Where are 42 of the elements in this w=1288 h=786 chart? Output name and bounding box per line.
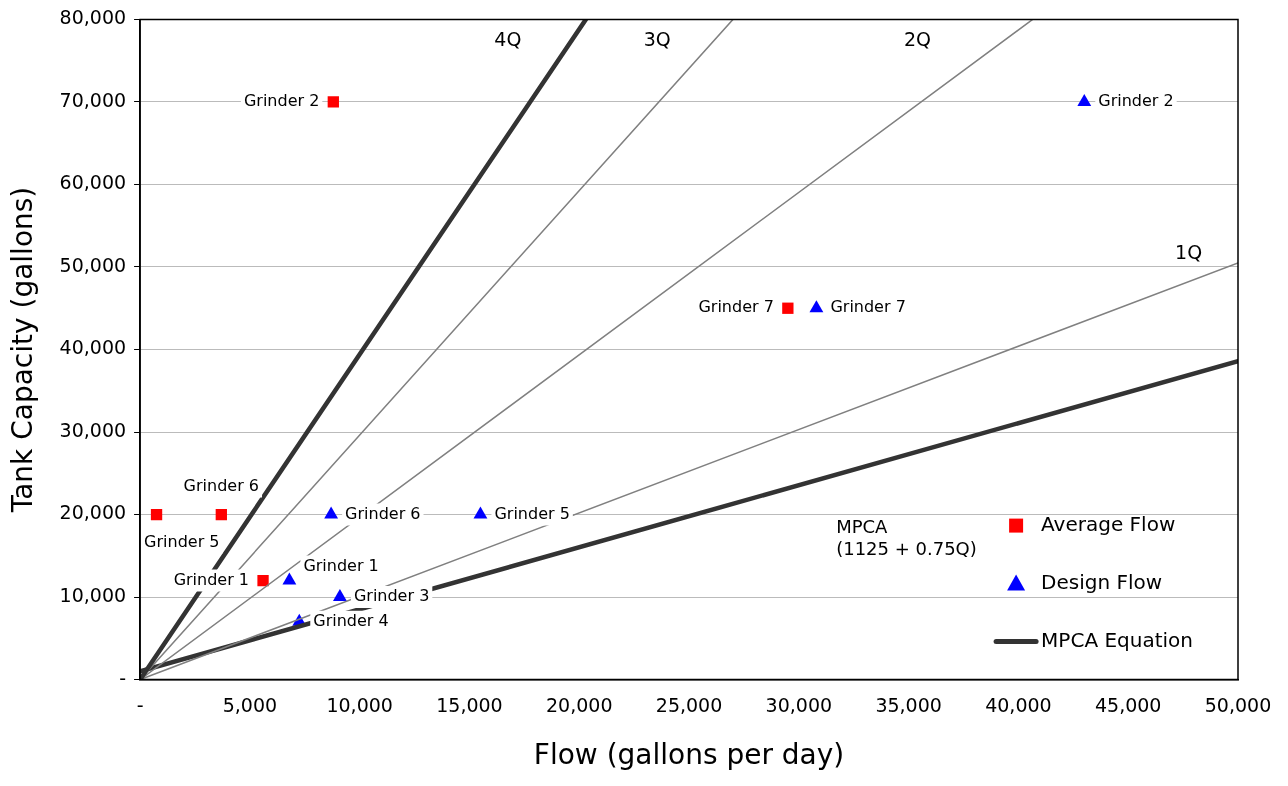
y-tick-label: 50,000	[59, 253, 127, 276]
x-tick-label: 40,000	[985, 693, 1052, 716]
x-tick-label: 20,000	[546, 693, 613, 716]
annotation: Grinder 6	[183, 475, 260, 495]
x-tick-label: 35,000	[875, 693, 942, 716]
y-tick-label: 70,000	[59, 88, 127, 111]
annotation: 4Q	[494, 28, 522, 51]
annotation: 3Q	[643, 28, 671, 51]
annotation: MPCA (1125 + 0.75Q)	[836, 516, 977, 560]
x-tick-label: 45,000	[1094, 693, 1162, 716]
y-tick-label: 10,000	[59, 584, 127, 607]
legend-label: MPCA Equation	[1041, 627, 1194, 652]
annotation: Grinder 1	[173, 569, 250, 589]
annotation: Grinder 2	[1098, 91, 1174, 111]
y-tick-label: 30,000	[59, 418, 127, 441]
y-tick-label: 20,000	[59, 501, 127, 524]
x-tick-label: 15,000	[436, 693, 503, 716]
annotation: Grinder 7	[698, 297, 774, 317]
annotation: Grinder 1	[303, 555, 379, 575]
annotation: 2Q	[903, 28, 931, 51]
x-tick-label: -	[136, 693, 144, 716]
x-tick-label: 25,000	[655, 693, 723, 716]
annotation: Grinder 6	[345, 503, 421, 523]
annotation: Grinder 3	[353, 586, 430, 606]
x-tick-label: 30,000	[765, 693, 833, 716]
annotation: Grinder 4	[313, 610, 389, 630]
y-tick-label: 80,000	[59, 6, 127, 29]
legend-label: Design Flow	[1041, 569, 1163, 594]
annotation: Grinder 5	[144, 531, 220, 551]
x-tick-label: 50,000	[1204, 693, 1272, 716]
y-tick-label: 40,000	[59, 336, 127, 359]
annotation: Grinder 7	[830, 297, 906, 317]
y-axis-title: Tank Capacity (gallons)	[6, 186, 40, 514]
y-tick-label: -	[119, 666, 127, 689]
annotation: 1Q	[1175, 240, 1203, 263]
y-tick-label: 60,000	[59, 171, 127, 194]
annotation: Grinder 5	[494, 503, 570, 523]
x-tick-label: 10,000	[326, 693, 393, 716]
x-tick-label: 5,000	[222, 693, 278, 716]
annotation: Grinder 2	[243, 91, 320, 111]
x-axis-title: Flow (gallons per day)	[533, 738, 845, 772]
legend-label: Average Flow	[1041, 511, 1176, 536]
